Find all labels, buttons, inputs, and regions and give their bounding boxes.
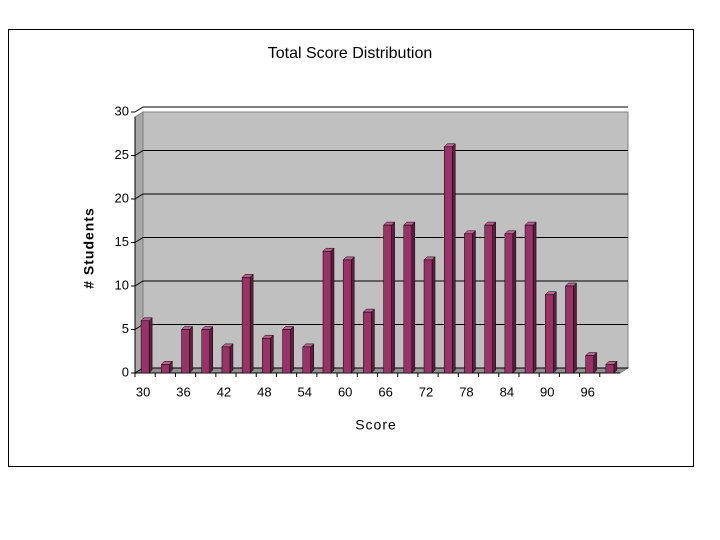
x-tick-label: 48 (257, 384, 271, 399)
bar (160, 360, 173, 374)
bar-front (403, 224, 413, 374)
bar (201, 325, 214, 374)
bar (362, 308, 375, 374)
bar (342, 256, 355, 374)
bar-side (512, 230, 517, 374)
bar-side (553, 291, 557, 374)
bar (241, 273, 254, 374)
bar (221, 343, 234, 374)
bar-front (423, 259, 433, 374)
chart-title: Total Score Distribution (268, 45, 433, 62)
bar (140, 317, 153, 374)
x-tick-label: 72 (419, 384, 433, 399)
bar-front (484, 224, 493, 374)
bar-front (443, 146, 453, 374)
bar-side (532, 221, 537, 374)
bar-side (431, 256, 436, 374)
bar-front (342, 259, 352, 374)
bar-side (189, 325, 193, 374)
y-tick-label: 30 (115, 103, 129, 118)
y-tick-label: 20 (115, 190, 129, 205)
grid-line (134, 150, 628, 156)
y-tick-label: 5 (122, 321, 129, 336)
bar (484, 221, 497, 374)
bar-front (140, 320, 150, 374)
grid-line (134, 106, 628, 113)
bar (564, 282, 578, 374)
bar-front (241, 277, 251, 374)
y-tick-label: 15 (115, 234, 129, 249)
bar (544, 291, 557, 374)
bar-side (310, 343, 315, 374)
x-tick-label: 78 (459, 384, 473, 399)
x-tick-label: 90 (540, 384, 554, 399)
grid-line (134, 193, 628, 200)
bar-front (201, 329, 210, 374)
bar-side (229, 343, 234, 374)
bar-front (464, 233, 473, 374)
bar-side (270, 334, 274, 374)
bar-front (302, 346, 312, 374)
bar (180, 325, 194, 374)
bar (423, 256, 436, 374)
bar-front (161, 364, 170, 374)
y-tick-label: 10 (115, 277, 129, 292)
bar (443, 143, 456, 374)
bar-side (492, 221, 496, 374)
x-tick-label: 60 (338, 384, 352, 399)
y-tick-label: 0 (122, 364, 129, 379)
bar-side (371, 308, 375, 374)
bar-side (391, 221, 395, 374)
bar-side (330, 247, 335, 374)
bar-front (524, 224, 534, 374)
bar-front (565, 285, 574, 374)
x-tick-label: 54 (298, 384, 312, 399)
bar-front (221, 346, 231, 374)
bar-side (451, 143, 456, 374)
bar-front (262, 337, 271, 374)
bar (403, 221, 416, 374)
bar (504, 230, 517, 374)
bar (605, 360, 618, 374)
bar (463, 230, 477, 374)
bar-side (472, 230, 476, 374)
x-tick-label: 30 (136, 384, 150, 399)
bar-front (585, 355, 594, 374)
bar (524, 221, 537, 374)
bar-side (593, 351, 597, 374)
bar-front (282, 329, 291, 374)
bar-side (290, 325, 294, 374)
bar-side (573, 282, 577, 374)
x-tick-label: 66 (378, 384, 392, 399)
y-axis-title: # Students (81, 207, 97, 289)
bar-front (383, 224, 392, 374)
bar-front (322, 250, 332, 374)
bar-side (249, 273, 254, 374)
bar (383, 221, 396, 374)
bar-front (605, 364, 615, 374)
bar-front (363, 311, 372, 374)
bar (585, 351, 598, 374)
x-tick-label: 42 (217, 384, 231, 399)
y-tick-label: 25 (115, 147, 129, 162)
bar-front (504, 233, 514, 374)
x-tick-label: 84 (500, 384, 514, 399)
bar-side (148, 317, 153, 374)
x-tick-label: 36 (176, 384, 190, 399)
bar-front (545, 294, 554, 374)
bar (281, 325, 295, 374)
bar-side (209, 325, 213, 374)
x-tick-label: 96 (580, 384, 594, 399)
bar-front (181, 329, 190, 374)
x-axis-title: Score (355, 417, 397, 433)
bar (261, 334, 274, 374)
bar-side (411, 221, 416, 374)
bar (322, 247, 335, 374)
bar-side (350, 256, 355, 374)
bar (302, 343, 315, 374)
